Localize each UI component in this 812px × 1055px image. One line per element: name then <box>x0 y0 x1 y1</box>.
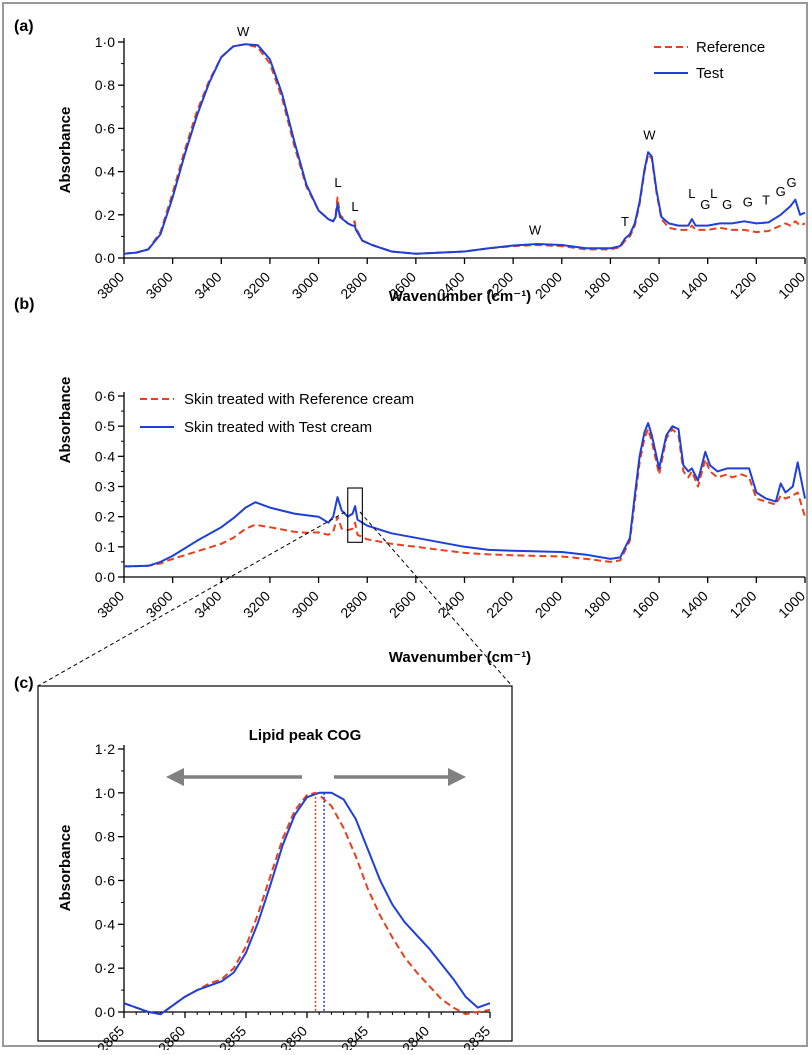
panel-a-annotation: L <box>351 199 358 214</box>
panel-c-y-tick-label: 0·6 <box>95 873 115 889</box>
panel-a-y-tick-label: 0·0 <box>95 250 115 266</box>
panel-a-x-tick-label: 2800 <box>337 268 370 301</box>
panel-a-legend: Reference Test <box>654 39 765 82</box>
panel-a-y-tick-label: 0·8 <box>95 77 115 93</box>
panel-b-x-tick-label: 1200 <box>726 587 759 620</box>
panel-a-x-tick-label: 3400 <box>191 268 224 301</box>
panel-b-x-tick-label: 2600 <box>386 587 419 620</box>
panel-b-y-axis-label: Absorbance <box>57 377 74 464</box>
arrow-right-head <box>448 768 466 786</box>
panel-b-x-tick-label: 2200 <box>483 587 516 620</box>
panel-c-y-axis-label: Absorbance <box>57 825 74 912</box>
panel-label-b: (b) <box>14 296 34 313</box>
legend-b-reference-label: Skin treated with Reference cream <box>184 391 414 408</box>
panel-b-x-axis-label: Wavenumber (cm⁻¹) <box>389 649 531 666</box>
panel-c-y-tick-label: 1·2 <box>95 741 115 757</box>
panel-b-y-tick-label: 0·6 <box>95 388 115 404</box>
legend-a-test-label: Test <box>696 65 724 82</box>
panel-b-x-tick-label: 1000 <box>775 587 808 620</box>
panel-b-x-tick-label: 1800 <box>580 587 613 620</box>
panel-c-title: Lipid peak COG <box>249 727 362 744</box>
panel-a-x-tick-label: 1600 <box>629 268 662 301</box>
panel-b-x-tick-label: 3600 <box>143 587 176 620</box>
panel-b-series-test-line <box>123 422 806 568</box>
panel-a-y-tick-label: 0·2 <box>95 207 115 223</box>
panel-a-annotation: G <box>776 184 786 199</box>
panel-c-y-tick-label: 0·2 <box>95 960 115 976</box>
panel-b-x-tick-label: 2000 <box>532 587 565 620</box>
panel-a-annotation: T <box>621 214 629 229</box>
panel-b-x-tick-label: 1400 <box>678 587 711 620</box>
arrow-left-head <box>166 768 184 786</box>
panel-a-annotation: G <box>743 195 753 210</box>
panel-a-annotation: G <box>787 175 797 190</box>
panel-b-y-tick-label: 0·0 <box>95 569 115 585</box>
panel-a-y-axis-label: Absorbance <box>57 107 74 194</box>
panel-a-y-tick-label: 0·4 <box>95 164 115 180</box>
panel-b-x-tick-label: 1600 <box>629 587 662 620</box>
panel-a-annotation: L <box>710 186 717 201</box>
panel-c-y-tick-label: 0·8 <box>95 829 115 845</box>
panel-a-annotation: L <box>688 186 695 201</box>
panel-b-y-tick-label: 0·2 <box>95 509 115 525</box>
panel-b-y-tick-label: 0·1 <box>95 539 115 555</box>
panel-c-y-tick-label: 0·4 <box>95 916 115 932</box>
panel-c-y-tick-label: 1·0 <box>95 785 115 801</box>
panel-a: 0·0 0·2 0·4 0·6 0·8 1·0 3800 3600 3400 3200 3000 28… <box>57 24 808 305</box>
panel-a-series-reference-line <box>123 43 806 255</box>
panel-c-series-test-line <box>123 791 491 1016</box>
legend-a-reference-label: Reference <box>696 39 765 56</box>
panel-b: 0·0 0·1 0·2 0·3 0·4 0·5 0·6 3800 3600 3400 3200 300… <box>57 377 808 666</box>
panel-b-y-tick-label: 0·5 <box>95 418 115 434</box>
panel-a-annotation: W <box>237 24 250 39</box>
panel-a-annotation: W <box>643 128 656 143</box>
panel-c-frame <box>37 685 513 1042</box>
panel-b-series-reference-line <box>123 428 806 568</box>
panel-a-y-tick-label: 0·6 <box>95 120 115 136</box>
panel-a-x-tick-label: 2000 <box>532 268 565 301</box>
panel-a-x-tick-label: 1000 <box>775 268 808 301</box>
panel-b-y-tick-label: 0·4 <box>95 448 115 464</box>
zoom-connector-left <box>37 511 346 687</box>
panel-a-x-axis-label: Wavenumber (cm⁻¹) <box>389 288 531 305</box>
panel-b-legend: Skin treated with Reference cream Skin t… <box>140 391 414 436</box>
panel-a-x-tick-label: 3200 <box>240 268 273 301</box>
panel-a-x-tick-label: 3000 <box>289 268 322 301</box>
panel-a-x-tick-label: 3800 <box>94 268 127 301</box>
panel-a-y-tick-label: 1·0 <box>95 34 115 50</box>
panel-a-annotation: G <box>722 197 732 212</box>
panel-c: Lipid peak COG 0·00·20·40·60·81·01·22865… <box>37 685 513 1055</box>
panel-label-c: (c) <box>14 675 34 692</box>
panel-b-x-tick-label: 3000 <box>289 587 322 620</box>
panel-a-annotation: T <box>762 192 770 207</box>
panel-b-x-tick-label: 2400 <box>434 587 467 620</box>
panel-a-x-tick-label: 1800 <box>580 268 613 301</box>
panel-label-a: (a) <box>14 18 34 35</box>
panel-b-x-tick-label: 2800 <box>337 587 370 620</box>
panel-a-annotation: G <box>700 197 710 212</box>
panel-a-annotation: L <box>334 175 341 190</box>
panel-a-annotation: W <box>529 223 542 238</box>
panel-b-x-tick-label: 3200 <box>240 587 273 620</box>
panel-a-x-tick-label: 3600 <box>143 268 176 301</box>
panel-a-x-tick-label: 1400 <box>678 268 711 301</box>
panel-b-x-tick-label: 3800 <box>94 587 127 620</box>
panel-a-x-tick-label: 1200 <box>726 268 759 301</box>
legend-b-test-label: Skin treated with Test cream <box>184 419 372 436</box>
panel-a-series-test-line <box>123 43 806 255</box>
zoom-connector-right <box>359 511 513 687</box>
panel-c-y-tick-label: 0·0 <box>95 1004 115 1020</box>
cog-arrows <box>166 768 466 786</box>
panel-b-x-tick-label: 3400 <box>191 587 224 620</box>
panel-b-y-tick-label: 0·3 <box>95 479 115 495</box>
